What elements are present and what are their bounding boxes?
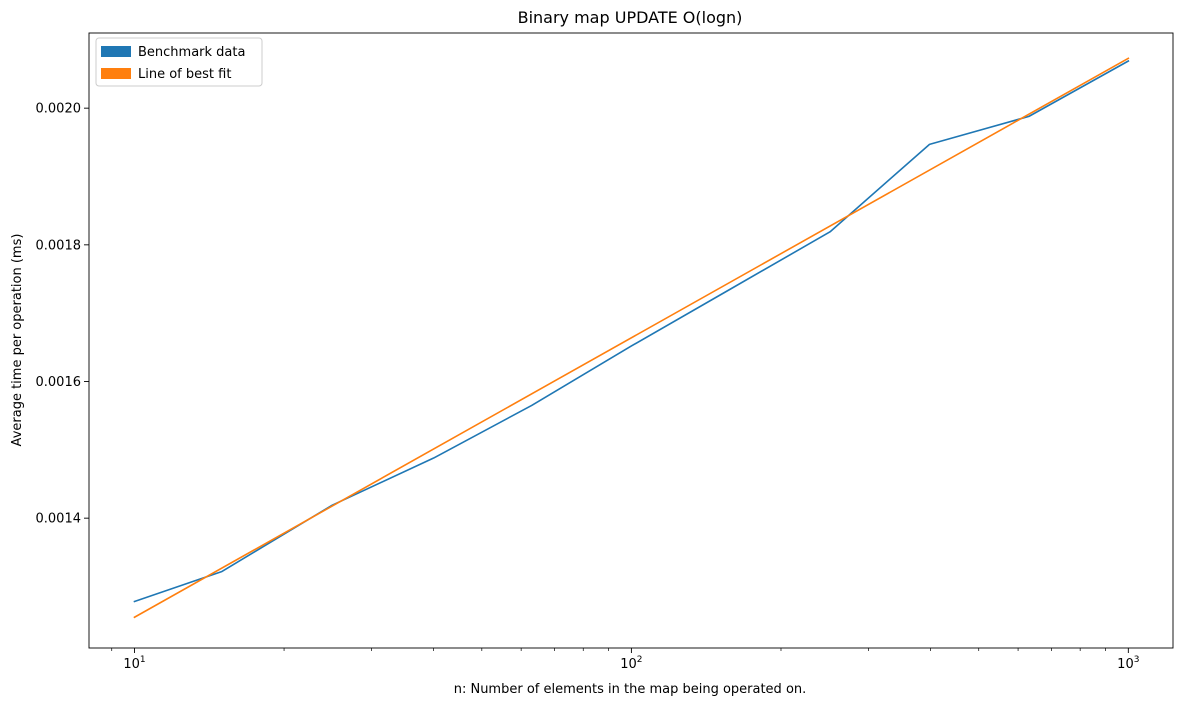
chart-title: Binary map UPDATE O(logn) xyxy=(518,8,743,27)
y-tick-label-3: 0.0018 xyxy=(36,238,82,253)
plot-area: 101 102 103 0.0014 0.0016 0.0018 0.0020 xyxy=(36,32,1174,672)
legend-swatch-2 xyxy=(101,68,131,79)
y-tick-label-1: 0.0014 xyxy=(36,512,82,527)
legend-label-2: Line of best fit xyxy=(138,67,231,82)
series-line-2 xyxy=(133,57,1130,619)
y-tick-label-4: 0.0020 xyxy=(36,102,82,117)
legend-label-1: Benchmark data xyxy=(138,45,245,60)
legend-box xyxy=(95,37,263,87)
y-axis-label: Average time per operation (ms) xyxy=(10,234,25,447)
legend: Benchmark data Line of best fit xyxy=(95,37,263,87)
legend-swatch-1 xyxy=(101,46,131,57)
x-tick-label-1: 101 xyxy=(123,655,145,672)
x-tick-label-3: 103 xyxy=(1117,655,1139,672)
y-tick-label-2: 0.0016 xyxy=(36,375,82,390)
x-tick-label-2: 102 xyxy=(620,655,642,672)
x-axis-label: n: Number of elements in the map being o… xyxy=(454,682,807,697)
